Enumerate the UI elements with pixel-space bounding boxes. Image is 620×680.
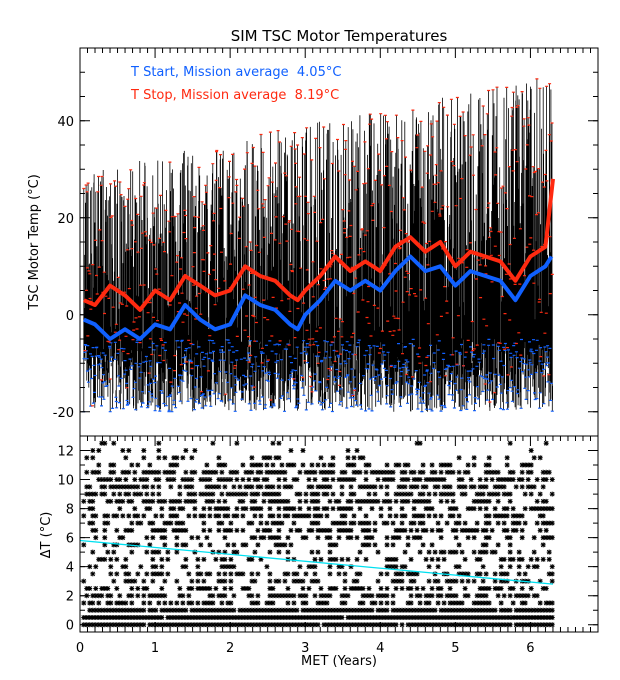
x-tick-label: 0 [76, 641, 84, 656]
y-tick-label: 10 [57, 474, 74, 489]
bottom-y-label: ΔT (°C) [39, 512, 54, 559]
legend-t-start: T Start, Mission average 4.05°C [130, 65, 341, 80]
y-tick-label: 0 [66, 619, 74, 634]
y-tick-label: 6 [66, 532, 74, 547]
delta-t-points [81, 440, 555, 628]
x-tick-label: 4 [376, 641, 384, 656]
top-plot: -20 0 20 40 [53, 47, 599, 437]
bottom-plot-frame [79, 435, 599, 633]
raw-stop-markers [82, 78, 554, 407]
y-tick-label: 12 [57, 445, 74, 460]
x-tick-label: 6 [526, 641, 534, 656]
y-tick-label: 20 [57, 212, 74, 227]
x-tick-label: 3 [301, 641, 309, 656]
top-y-label: TSC Motor Temp (°C) [27, 174, 42, 311]
y-tick-label: 4 [66, 561, 74, 576]
series-line-t-start [83, 254, 554, 341]
y-tick-label: 40 [57, 115, 74, 130]
y-tick-label: 0 [66, 309, 74, 324]
y-tick-label: 2 [66, 590, 74, 605]
x-axis-label: MET (Years) [301, 654, 377, 669]
x-tick-label: 5 [451, 641, 459, 656]
x-tick-label: 2 [226, 641, 234, 656]
series-line-t-stop [83, 178, 555, 312]
y-tick-label: -20 [53, 406, 74, 421]
x-tick-label: 1 [151, 641, 159, 656]
trend-fit-line [79, 539, 554, 585]
chart-title: SIM TSC Motor Temperatures [231, 27, 448, 45]
y-tick-label: 8 [66, 503, 74, 518]
legend-t-stop: T Stop, Mission average 8.19°C [130, 88, 339, 103]
